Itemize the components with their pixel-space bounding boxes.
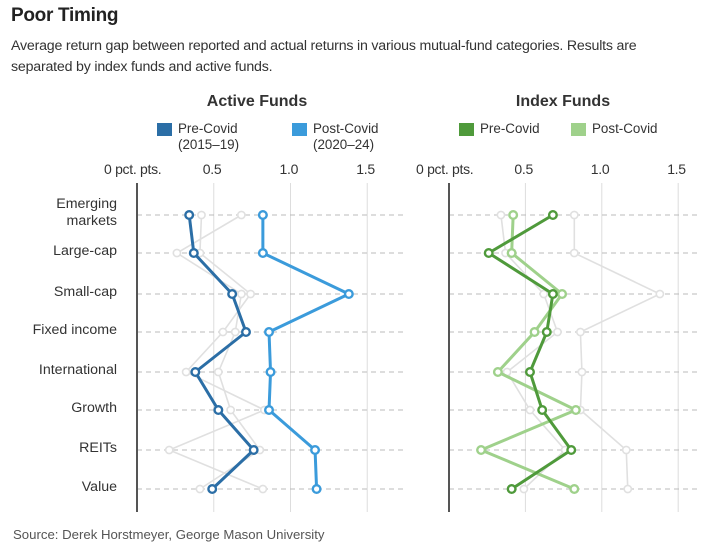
- legend-swatch: [157, 123, 172, 136]
- series-point-pre-covid: [547, 289, 558, 300]
- series-line-pre-covid: [487, 213, 573, 491]
- series-point-post-covid: [492, 367, 503, 378]
- series-point-post-covid: [508, 209, 519, 220]
- series-point-pre-covid: [524, 367, 535, 378]
- ghost-series-point: [496, 210, 506, 220]
- series-point-pre-covid: [506, 484, 517, 495]
- ghost-series-line: [167, 214, 267, 490]
- series-point-post-covid: [257, 247, 268, 258]
- ghost-series-point: [218, 327, 228, 337]
- ghost-series-point: [577, 367, 587, 377]
- ghost-series-point: [258, 484, 268, 494]
- row-label: International: [38, 361, 117, 378]
- series-point-post-covid: [476, 445, 487, 456]
- legend-label: Post-Covid: [313, 121, 379, 136]
- series-point-pre-covid: [541, 327, 552, 338]
- series-line-pre-covid: [187, 214, 256, 491]
- ghost-series-point: [181, 367, 191, 377]
- legend-label: Post-Covid: [592, 121, 658, 136]
- row-label: Small-cap: [53, 283, 117, 300]
- x-tick-label: 0 pct. pts.: [104, 161, 162, 177]
- ghost-series-point: [539, 289, 549, 299]
- panel-title-index: Index Funds: [515, 93, 611, 110]
- series-line-post-covid: [479, 214, 578, 491]
- series-point-post-covid: [310, 445, 321, 456]
- series-point-post-covid: [257, 209, 268, 220]
- ghost-series-point: [623, 484, 633, 494]
- ghost-series-point: [236, 289, 246, 299]
- ghost-series-point: [525, 405, 535, 415]
- series-point-post-covid: [569, 484, 580, 495]
- series-point-pre-covid: [566, 445, 577, 456]
- x-tick-label: 1.0: [590, 161, 610, 177]
- legend-sublabel: (2015–19): [178, 137, 240, 152]
- x-tick-label: 1.5: [667, 161, 686, 177]
- ghost-series-point: [519, 484, 529, 494]
- series-point-pre-covid: [248, 445, 259, 456]
- series-point-post-covid: [343, 289, 354, 300]
- x-tick-label: 0.5: [514, 161, 533, 177]
- ghost-series-point: [230, 327, 240, 337]
- ghost-series-point: [236, 210, 246, 220]
- row-label: Growth: [71, 399, 117, 416]
- x-tick-label: 1.5: [356, 161, 375, 177]
- legend-swatch: [459, 123, 474, 136]
- series-point-post-covid: [529, 327, 540, 338]
- panel-title-active: Active Funds: [206, 93, 308, 110]
- series-point-pre-covid: [483, 247, 494, 258]
- series-point-pre-covid: [240, 327, 251, 338]
- legend-label: Pre-Covid: [178, 121, 238, 136]
- ghost-series-point: [172, 248, 182, 258]
- chart-title: Poor Timing: [11, 5, 119, 26]
- series-line-post-covid: [261, 215, 351, 490]
- series-point-pre-covid: [547, 209, 558, 220]
- legend-swatch: [292, 123, 307, 136]
- ghost-series-point: [621, 445, 631, 455]
- ghost-series-point: [569, 248, 579, 258]
- row-label: Emerging markets: [56, 196, 117, 229]
- series-point-post-covid: [557, 289, 568, 300]
- series-point-pre-covid: [213, 405, 224, 416]
- x-tick-label: 0 pct. pts.: [416, 161, 474, 177]
- row-label: REITs: [79, 439, 117, 456]
- ghost-series-point: [553, 327, 562, 337]
- x-tick-label: 1.0: [279, 161, 299, 177]
- row-label: Large-cap: [53, 242, 117, 259]
- x-tick-label: 0.5: [202, 161, 222, 177]
- source-note: Source: Derek Horstmeyer, George Mason U…: [13, 527, 325, 542]
- series-point-post-covid: [264, 327, 275, 338]
- ghost-series-point: [246, 289, 255, 299]
- series-point-pre-covid: [227, 289, 238, 300]
- series-point-pre-covid: [190, 367, 201, 378]
- ghost-series-line: [175, 214, 261, 490]
- series-point-pre-covid: [184, 209, 195, 220]
- series-point-post-covid: [311, 484, 322, 495]
- ghost-series-point: [213, 367, 223, 377]
- ghost-series-point: [226, 405, 236, 415]
- series-point-pre-covid: [537, 405, 548, 416]
- ghost-series-point: [164, 445, 174, 455]
- row-label: Value: [81, 478, 117, 495]
- series-point-post-covid: [264, 405, 275, 416]
- legend-swatch: [571, 123, 586, 136]
- ghost-series-line: [573, 215, 662, 490]
- series-point-pre-covid: [207, 484, 218, 495]
- ghost-series-point: [576, 327, 585, 337]
- legend-label: Pre-Covid: [480, 121, 540, 136]
- series-point-post-covid: [265, 367, 276, 378]
- ghost-series-point: [197, 210, 206, 220]
- ghost-series-point: [655, 289, 665, 299]
- series-point-post-covid: [570, 405, 581, 416]
- legend-sublabel: (2020–24): [313, 137, 375, 152]
- series-point-post-covid: [506, 247, 517, 258]
- ghost-series-point: [569, 210, 579, 220]
- ghost-series-point: [195, 484, 205, 494]
- ghost-series-line: [500, 214, 567, 490]
- row-label: Fixed income: [32, 321, 117, 338]
- series-point-pre-covid: [188, 247, 199, 258]
- chart-subtitle: Average return gap between reported and …: [11, 38, 637, 75]
